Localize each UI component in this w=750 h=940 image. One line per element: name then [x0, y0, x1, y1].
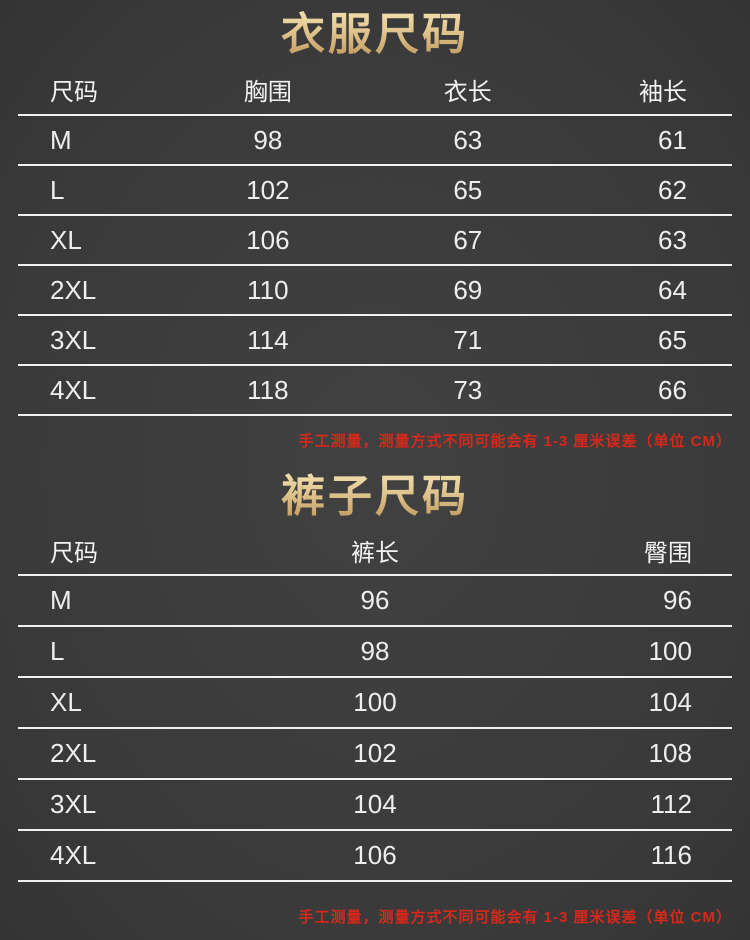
- measurement-cell: 69: [453, 274, 483, 305]
- measurement-cell: 96: [663, 585, 692, 615]
- measurement-cell: 66: [658, 374, 687, 405]
- size-label-cell: 3XL: [50, 324, 97, 355]
- measurement-cell: 96: [360, 585, 390, 615]
- size-label-cell: XL: [50, 224, 82, 255]
- measurement-cell: 67: [453, 224, 483, 255]
- measurement-cell: 104: [648, 687, 692, 717]
- measurement-cell: 118: [247, 374, 289, 405]
- column-header: 胸围: [243, 78, 292, 106]
- table-row: L 98 100: [18, 625, 732, 676]
- measurement-cell: 61: [658, 124, 687, 155]
- table-row: L 102 65 62: [18, 164, 732, 214]
- pants-measurement-note: 手工测量，测量方式不同可能会有 1-3 厘米误差（单位 CM）: [298, 909, 732, 926]
- measurement-cell: 100: [353, 687, 397, 717]
- measurement-cell: 106: [353, 840, 397, 870]
- table-row: XL 100 104: [18, 676, 732, 727]
- measurement-cell: 108: [648, 738, 692, 768]
- size-label-cell: M: [50, 585, 72, 615]
- column-header: 尺码: [50, 539, 98, 567]
- measurement-cell: 73: [453, 374, 483, 405]
- measurement-cell: 65: [453, 174, 483, 205]
- size-label-cell: 4XL: [50, 840, 97, 870]
- table-row: 3XL 104 112: [18, 778, 732, 829]
- measurement-cell: 104: [353, 789, 397, 819]
- pants-size-section: 裤子尺码 尺码 裤长 臀围 M 96 96 L 98 100 XL 100 104 2XL 102 108 3…: [0, 468, 750, 928]
- size-label-cell: M: [50, 124, 72, 155]
- table-row: 2XL 110 69 64: [18, 264, 732, 314]
- table-row: XL 106 67 63: [18, 214, 732, 264]
- table-row: M 98 63 61: [18, 114, 732, 164]
- measurement-cell: 112: [650, 789, 692, 819]
- column-header: 尺码: [50, 78, 98, 106]
- measurement-cell: 102: [246, 174, 290, 205]
- clothing-size-table: 尺码 胸围 衣长 袖长 M 98 63 61 L 102 65 62 XL 106 67 63 2XL 110 69…: [18, 64, 732, 416]
- measurement-cell: 98: [253, 124, 283, 155]
- measurement-cell: 100: [648, 636, 692, 666]
- measurement-cell: 102: [353, 738, 397, 768]
- table-header-row: 尺码 裤长 臀围: [18, 526, 732, 574]
- column-header: 裤长: [350, 539, 399, 567]
- measurement-cell: 64: [658, 274, 687, 305]
- size-label-cell: XL: [50, 687, 82, 717]
- pants-size-table: 尺码 裤长 臀围 M 96 96 L 98 100 XL 100 104 2XL 102 108 3XL 104…: [18, 526, 732, 882]
- size-label-cell: L: [50, 174, 65, 205]
- measurement-cell: 116: [650, 840, 692, 870]
- table-row: 2XL 102 108: [18, 727, 732, 778]
- size-label-cell: 3XL: [50, 789, 97, 819]
- table-row: 3XL 114 71 65: [18, 314, 732, 364]
- size-label-cell: 4XL: [50, 374, 97, 405]
- table-row: 4XL 106 116: [18, 829, 732, 882]
- measurement-cell: 110: [247, 274, 289, 305]
- clothing-size-title: 衣服尺码: [0, 6, 750, 64]
- column-header: 袖长: [638, 78, 687, 106]
- size-label-cell: 2XL: [50, 738, 97, 768]
- measurement-cell: 114: [247, 324, 289, 355]
- measurement-cell: 71: [453, 324, 483, 355]
- table-header-row: 尺码 胸围 衣长 袖长: [18, 64, 732, 114]
- size-label-cell: 2XL: [50, 274, 97, 305]
- column-header: 臀围: [643, 539, 692, 567]
- column-header: 衣长: [443, 78, 492, 106]
- table-row: M 96 96: [18, 574, 732, 625]
- measurement-cell: 63: [453, 124, 483, 155]
- pants-size-title: 裤子尺码: [0, 468, 750, 526]
- clothing-measurement-note: 手工测量，测量方式不同可能会有 1-3 厘米误差（单位 CM）: [298, 433, 732, 450]
- size-label-cell: L: [50, 636, 65, 666]
- clothing-size-section: 衣服尺码 尺码 胸围 衣长 袖长 M 98 63 61 L 102 65 62 XL 106 67 63 2XL…: [0, 6, 750, 452]
- measurement-cell: 65: [658, 324, 687, 355]
- measurement-cell: 98: [360, 636, 390, 666]
- measurement-cell: 63: [658, 224, 687, 255]
- measurement-cell: 62: [658, 174, 687, 205]
- measurement-cell: 106: [246, 224, 290, 255]
- table-row: 4XL 118 73 66: [18, 364, 732, 416]
